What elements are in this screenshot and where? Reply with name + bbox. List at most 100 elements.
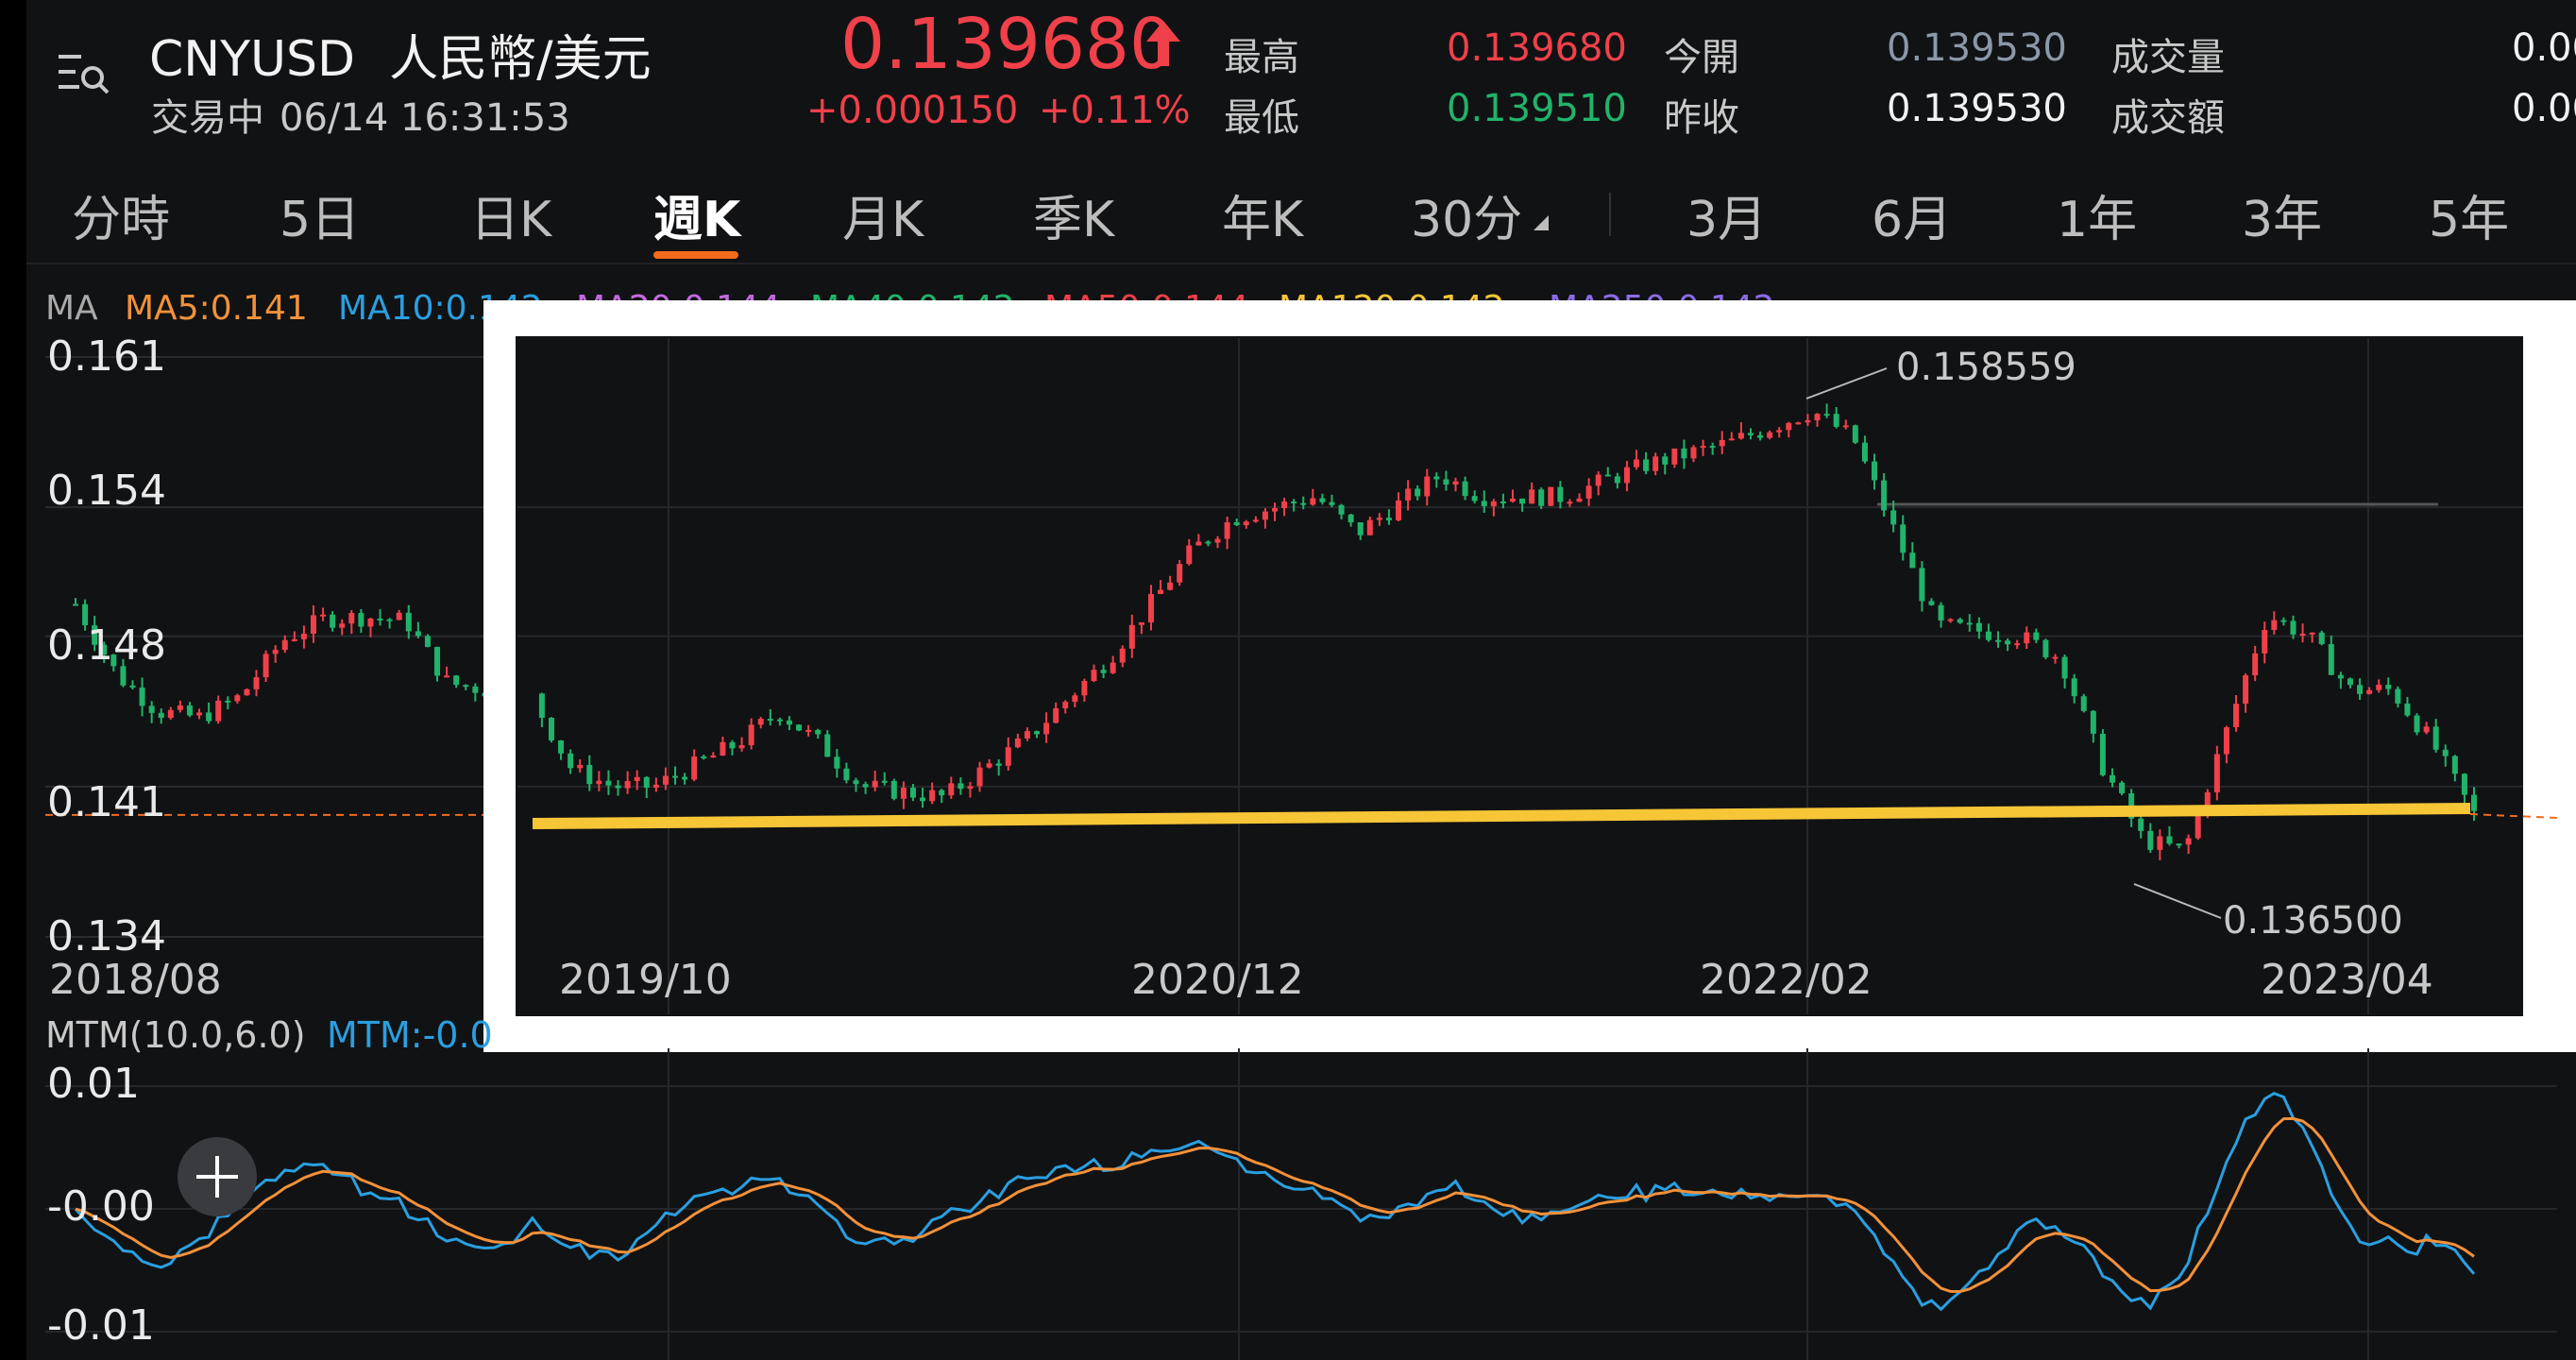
candle-69 — [729, 740, 736, 756]
candle-76 — [796, 723, 803, 732]
tab-intraday[interactable]: 分時 — [72, 192, 171, 248]
candle-182 — [1805, 414, 1811, 427]
candle-111 — [1128, 614, 1135, 658]
candle-215 — [2119, 780, 2126, 796]
candle-117 — [1186, 538, 1193, 566]
candle-229 — [2252, 645, 2259, 682]
candle-89 — [920, 788, 926, 808]
candle-32 — [377, 609, 383, 626]
mtm-value: MTM:-0.0 — [327, 1014, 493, 1056]
candle-239 — [2347, 677, 2353, 688]
weekly-candlestick-chart[interactable] — [26, 0, 2576, 1360]
candle-140 — [1405, 480, 1412, 511]
mtm-indicator-chart[interactable] — [26, 0, 2576, 1360]
candle-177 — [1757, 431, 1764, 441]
plus-icon[interactable] — [178, 1137, 257, 1216]
candle-81 — [843, 762, 850, 784]
candle-121 — [1224, 517, 1230, 550]
candle-112 — [1138, 621, 1144, 635]
candle-179 — [1776, 427, 1783, 438]
candle-49 — [538, 692, 545, 728]
candle-17 — [234, 693, 241, 704]
candle-226 — [2223, 725, 2229, 764]
tab-weekly[interactable]: 週K — [653, 192, 741, 248]
candle-168 — [1671, 448, 1678, 468]
candle-148 — [1481, 490, 1487, 514]
candle-163 — [1623, 461, 1630, 492]
candle-187 — [1852, 424, 1858, 445]
candle-212 — [2090, 709, 2096, 743]
mtm-axis-label-3: -0.01 — [47, 1301, 155, 1350]
candle-247 — [2423, 722, 2430, 735]
candle-77 — [805, 724, 812, 737]
candle-204 — [2014, 639, 2021, 650]
candle-234 — [2299, 623, 2306, 643]
candle-157 — [1567, 499, 1573, 507]
y-axis-label-2: 0.154 — [47, 467, 166, 515]
candle-211 — [2080, 693, 2087, 713]
candle-27 — [330, 611, 336, 632]
candle-114 — [1158, 580, 1164, 595]
y-axis-label-3: 0.148 — [47, 621, 166, 670]
candle-136 — [1366, 516, 1373, 536]
candle-149 — [1490, 499, 1497, 517]
candle-3 — [101, 641, 108, 664]
tab-daily[interactable]: 日K — [470, 192, 552, 248]
candle-80 — [834, 749, 840, 778]
candle-230 — [2262, 621, 2268, 664]
candle-6 — [129, 680, 136, 690]
candle-98 — [1005, 737, 1011, 771]
candle-91 — [939, 789, 945, 804]
tab-30min[interactable]: 30分 — [1411, 192, 1523, 248]
candle-197 — [1947, 618, 1954, 623]
candle-214 — [2109, 768, 2115, 788]
tab-monthly[interactable]: 月K — [842, 192, 924, 248]
candle-12 — [186, 702, 193, 718]
candle-225 — [2213, 745, 2220, 801]
low-annotation: 0.136500 — [2223, 899, 2403, 943]
candle-0 — [73, 598, 78, 606]
candle-39 — [444, 666, 450, 678]
candle-50 — [548, 717, 554, 743]
tab-5day[interactable]: 5日 — [280, 192, 361, 248]
candle-33 — [386, 618, 393, 629]
candle-205 — [2024, 626, 2030, 649]
candle-11 — [177, 700, 183, 713]
candle-71 — [748, 718, 754, 750]
candle-169 — [1681, 439, 1687, 469]
candle-166 — [1652, 452, 1659, 476]
tab-3y[interactable]: 3年 — [2242, 192, 2323, 248]
candle-167 — [1662, 452, 1669, 475]
tab-1y[interactable]: 1年 — [2057, 192, 2138, 248]
candle-95 — [976, 761, 983, 792]
candle-36 — [415, 621, 421, 638]
menu-search-icon[interactable] — [55, 45, 111, 102]
ma-legend-prefix: MA — [45, 289, 98, 328]
candle-173 — [1719, 431, 1725, 454]
y-axis-label-5: 0.134 — [47, 912, 166, 960]
amount-label: 成交額 — [2111, 96, 2225, 140]
tab-separator — [1609, 193, 1611, 236]
symbol-name: 人民幣/美元 — [389, 31, 652, 88]
tab-5y[interactable]: 5年 — [2429, 192, 2510, 248]
candle-82 — [853, 777, 859, 792]
candle-200 — [1975, 617, 1982, 639]
candle-93 — [958, 777, 964, 795]
dropdown-triangle-icon[interactable] — [1532, 213, 1551, 232]
candle-60 — [643, 775, 650, 799]
candle-63 — [672, 766, 678, 785]
candle-19 — [253, 670, 260, 697]
mtm-line — [74, 1092, 2476, 1312]
tab-yearly[interactable]: 年K — [1222, 192, 1304, 248]
candle-130 — [1310, 488, 1316, 506]
candle-23 — [291, 631, 297, 642]
tab-3m[interactable]: 3月 — [1686, 192, 1768, 248]
candle-235 — [2309, 632, 2315, 643]
candle-22 — [281, 635, 288, 654]
tab-quarterly[interactable]: 季K — [1033, 192, 1115, 248]
volume-value: 0.00 — [2512, 26, 2576, 70]
candle-155 — [1548, 486, 1554, 506]
candle-20 — [263, 650, 269, 683]
tab-6m[interactable]: 6月 — [1872, 192, 1953, 248]
candle-94 — [967, 781, 974, 798]
